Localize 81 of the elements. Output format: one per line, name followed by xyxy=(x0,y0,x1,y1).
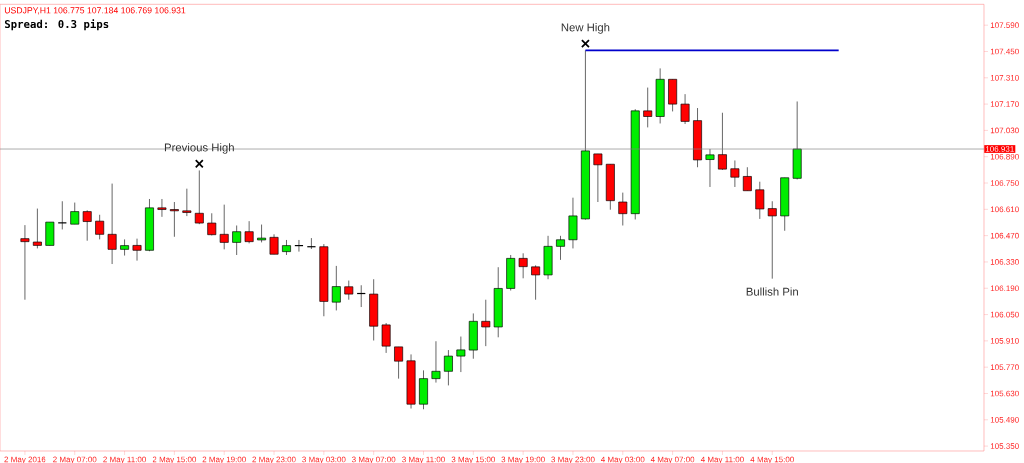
y-tick-label: 107.450 xyxy=(990,48,1019,55)
annotation: USDJPY,H1 106.775 107.184 106.769 106.931 xyxy=(4,7,186,15)
x-tick-label: 2 May 2016 xyxy=(4,456,46,463)
y-tick-label: 106.750 xyxy=(990,180,1019,186)
x-tick-label: 2 May 11:00 xyxy=(103,456,146,463)
annotation: Bullish Pin xyxy=(746,287,798,296)
y-tick-label: 107.310 xyxy=(990,74,1019,81)
y-tick-label: 106.050 xyxy=(990,311,1019,318)
y-tick-label: 105.490 xyxy=(990,416,1019,423)
candlestick xyxy=(95,214,105,240)
candlestick xyxy=(244,220,254,244)
y-tick-label: 107.030 xyxy=(990,127,1019,134)
annotation: Previous High xyxy=(164,143,234,154)
x-tick-label: 3 May 23:00 xyxy=(551,456,595,463)
candlestick xyxy=(618,192,628,226)
candlestick xyxy=(531,264,541,301)
y-tick-label: 106.330 xyxy=(990,259,1019,265)
x-tick-label: 3 May 11:00 xyxy=(402,456,445,463)
x-tick-label: 2 May 15:00 xyxy=(152,456,197,463)
ref-line-label: 106.931 xyxy=(985,146,1014,152)
x-tick-label: 3 May 19:00 xyxy=(501,456,545,463)
annotation: Spread: 0.3 pips xyxy=(4,19,109,31)
candlestick xyxy=(269,233,279,255)
candlestick xyxy=(219,204,229,250)
candlestick xyxy=(182,188,192,217)
candlestick xyxy=(344,280,354,301)
candlestick xyxy=(755,181,765,220)
y-tick-label: 105.630 xyxy=(990,390,1019,397)
annotation: New High xyxy=(561,23,610,34)
candlestick xyxy=(643,87,653,128)
candlestick xyxy=(381,322,391,354)
y-tick-label: 105.910 xyxy=(990,338,1019,344)
x-tick-label: 4 May 11:00 xyxy=(700,456,744,463)
candlestick xyxy=(680,93,690,125)
y-tick-label: 105.350 xyxy=(990,443,1019,449)
x-tick-label: 3 May 07:00 xyxy=(351,456,396,463)
candlestick xyxy=(431,340,441,383)
candlestick xyxy=(593,153,603,203)
x-tick-label: 4 May 03:00 xyxy=(600,456,645,463)
candlestick xyxy=(82,209,92,242)
x-tick-label: 3 May 03:00 xyxy=(302,456,346,463)
candlestick xyxy=(132,238,142,262)
x-tick-label: 4 May 15:00 xyxy=(750,456,794,463)
candlestick xyxy=(169,201,179,238)
y-tick-label: 106.890 xyxy=(990,153,1019,160)
candlestick xyxy=(306,237,317,250)
candlestick xyxy=(257,224,267,243)
candlestick xyxy=(70,202,80,225)
candlestick xyxy=(717,112,727,171)
candlestick xyxy=(331,265,341,311)
candlestick xyxy=(157,198,167,218)
candlestick xyxy=(518,252,528,279)
x-tick-label: 3 May 15:00 xyxy=(451,456,496,463)
y-tick-label: 107.170 xyxy=(990,101,1019,107)
x-tick-label: 2 May 19:00 xyxy=(202,456,246,463)
x-tick-label: 2 May 23:00 xyxy=(252,456,296,463)
candlestick xyxy=(394,346,404,380)
candlestick xyxy=(705,148,715,188)
candlestick xyxy=(107,183,117,265)
candlestick xyxy=(120,239,130,256)
y-tick-label: 106.190 xyxy=(990,285,1019,292)
y-tick-label: 105.770 xyxy=(990,364,1019,371)
candlestick xyxy=(443,349,453,386)
candlestick xyxy=(194,170,204,225)
y-tick-label: 106.610 xyxy=(990,206,1019,213)
candlestick xyxy=(45,221,55,246)
candlestick xyxy=(568,197,578,249)
y-tick-label: 107.590 xyxy=(990,22,1019,29)
candlestick xyxy=(730,160,740,188)
candlestick xyxy=(767,200,777,280)
candlestick xyxy=(456,336,466,373)
candlestick xyxy=(556,235,565,261)
candlestick xyxy=(232,225,242,256)
candlestick xyxy=(57,200,67,230)
y-tick-label: 106.470 xyxy=(990,232,1019,239)
x-tick-label: 4 May 07:00 xyxy=(650,456,695,463)
candlestick xyxy=(20,224,30,301)
candlestick xyxy=(742,166,752,192)
candlestick xyxy=(481,299,491,347)
x-tick-label: 2 May 07:00 xyxy=(53,456,97,463)
candlestick xyxy=(32,208,42,249)
